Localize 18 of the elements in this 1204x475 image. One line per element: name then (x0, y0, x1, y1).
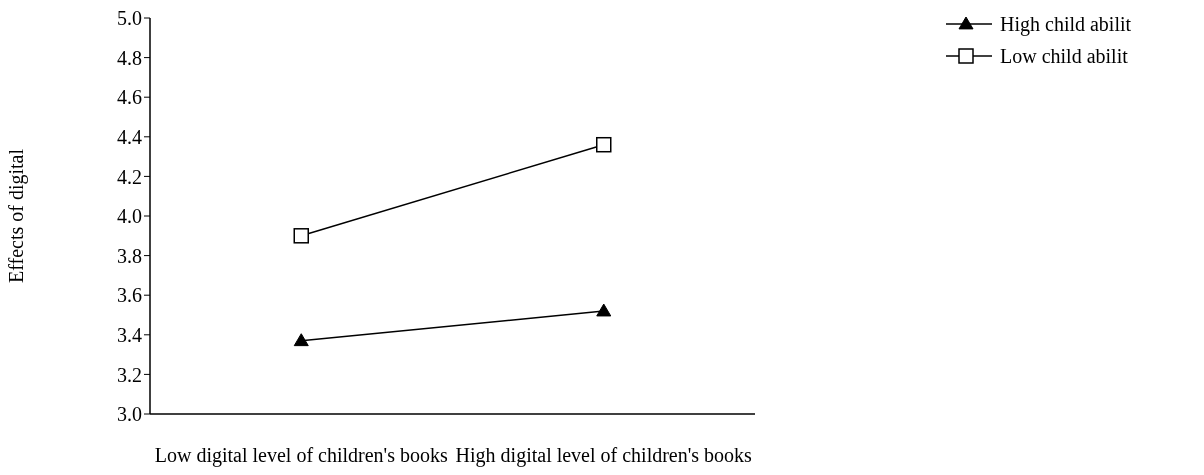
legend-label: Low child abilit (1000, 44, 1128, 68)
y-tick-label: 4.2 (117, 165, 142, 188)
y-tick-label: 4.4 (117, 125, 142, 148)
y-tick-label: 3.4 (117, 323, 142, 346)
y-tick-label: 4.6 (117, 86, 142, 109)
x-tick-label: High digital level of children's books (455, 444, 753, 467)
legend-label: High child abilit (1000, 12, 1132, 36)
y-tick-label: 3.6 (117, 284, 142, 307)
y-tick-label: 5.0 (117, 7, 142, 30)
y-tick-label: 3.2 (117, 363, 142, 386)
x-tick-label: Low digital level of children's books (154, 444, 448, 467)
y-tick-label: 4.8 (117, 46, 142, 69)
y-tick-label: 3.0 (117, 403, 142, 426)
y-tick-label: 4.0 (117, 205, 142, 228)
point (293, 228, 309, 244)
y-axis-title: Effects of digital (5, 148, 29, 284)
y-tick-label: 3.8 (117, 244, 142, 267)
point (596, 136, 612, 153)
